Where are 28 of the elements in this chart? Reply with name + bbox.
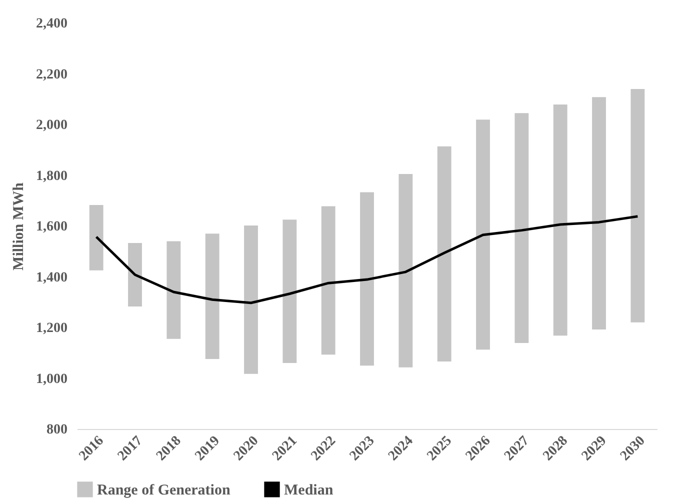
bar bbox=[592, 97, 606, 330]
bar bbox=[360, 192, 374, 366]
bar bbox=[321, 206, 336, 355]
legend-label: Median bbox=[284, 482, 334, 498]
y-axis-title: Million MWh bbox=[11, 182, 27, 270]
bar bbox=[89, 204, 104, 270]
y-tick-label: 2,400 bbox=[36, 16, 68, 32]
y-tick-label: 1,200 bbox=[36, 321, 68, 336]
y-tick-label: 2,000 bbox=[36, 118, 68, 133]
bar bbox=[166, 241, 181, 339]
bar bbox=[553, 104, 568, 336]
bar bbox=[398, 174, 413, 368]
legend-label: Range of Generation bbox=[97, 482, 231, 498]
line-series bbox=[95, 215, 639, 304]
bar bbox=[630, 88, 645, 322]
bar bbox=[514, 113, 529, 343]
bar bbox=[476, 120, 490, 350]
y-tick-label: 2,200 bbox=[36, 67, 68, 82]
y-tick-label: 800 bbox=[46, 422, 68, 438]
bar bbox=[244, 225, 258, 374]
y-tick-label: 1,000 bbox=[36, 372, 68, 387]
y-tick-label: 1,800 bbox=[36, 168, 68, 184]
bar bbox=[437, 146, 452, 362]
bar bbox=[282, 220, 297, 364]
bar bbox=[205, 234, 220, 359]
y-tick-label: 1,600 bbox=[36, 220, 68, 234]
bar bbox=[128, 243, 142, 306]
y-tick-label: 1,400 bbox=[36, 270, 68, 286]
